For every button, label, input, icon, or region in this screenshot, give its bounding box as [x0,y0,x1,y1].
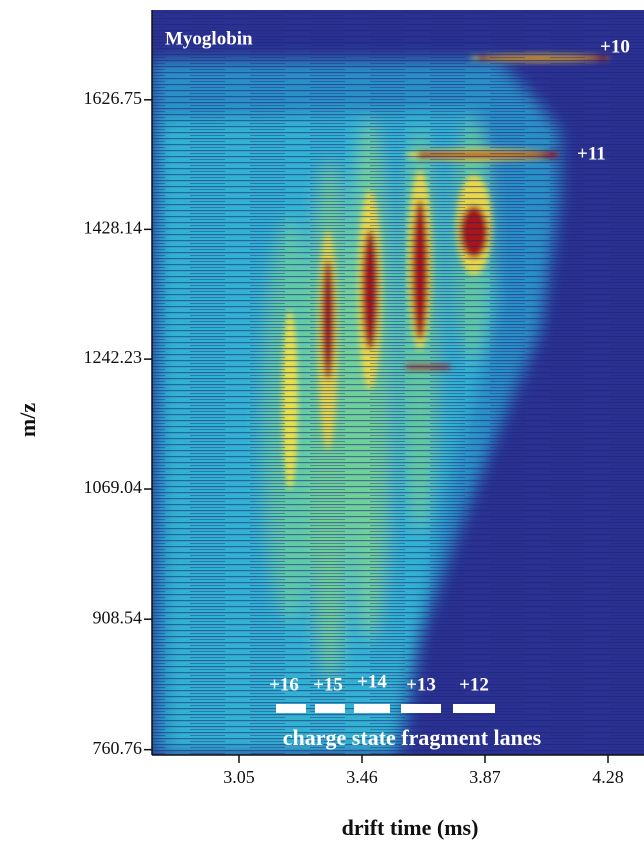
lane-bar [354,704,390,713]
annotation: +14 [357,671,387,692]
lane-bar [276,704,306,713]
annotation: +15 [313,674,343,695]
annotation: charge state fragment lanes [283,725,542,750]
lane-bars [276,704,495,713]
y-tick-label: 1626.75 [84,88,143,108]
y-tick-label: 908.54 [93,607,143,627]
x-axis-title: drift time (ms) [342,815,479,840]
chart-title: Myoglobin [165,28,253,49]
x-tick-label: 3.87 [469,767,501,787]
annotation: +12 [459,674,489,695]
annotation: +13 [406,674,436,695]
lane-bar [315,704,345,713]
y-tick-label: 1242.23 [84,347,143,367]
lane-bar [401,704,441,713]
annotation: +10 [600,36,630,57]
lane-bar [453,704,495,713]
y-axis-title: m/z [15,403,40,437]
annotation: +11 [577,143,606,164]
annotation: +16 [269,674,299,695]
y-tick-label: 1428.14 [84,217,143,237]
x-tick-label: 4.28 [592,767,624,787]
axes [151,10,644,756]
y-tick-label: 760.76 [93,738,143,758]
y-tick-label: 1069.04 [84,477,143,497]
x-tick-label: 3.46 [346,767,378,787]
heatmap [152,10,644,755]
x-tick-label: 3.05 [223,767,255,787]
